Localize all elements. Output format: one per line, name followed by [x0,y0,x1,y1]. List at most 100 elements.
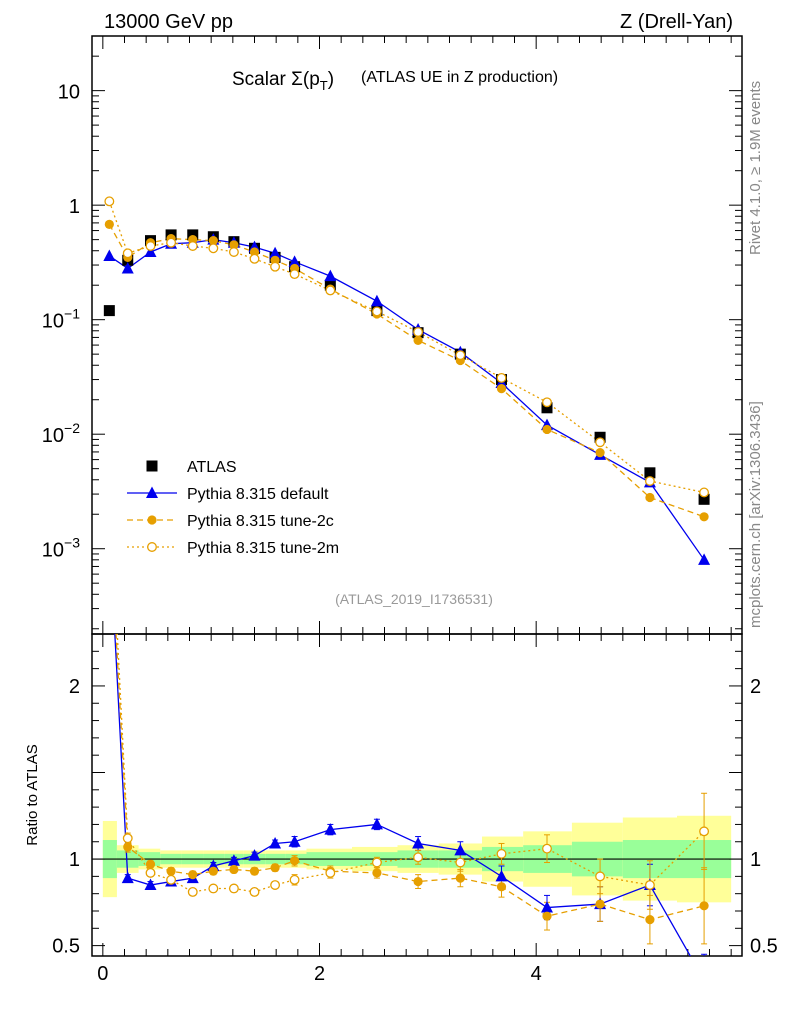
series-line-tune2m [108,201,705,494]
data-point-default [227,854,240,866]
data-point-tune2c [645,492,655,503]
data-point-tune2c [145,859,156,869]
data-point-default [144,245,157,257]
data-point-atlas [594,431,606,443]
data-point-tune2m [249,253,260,264]
y-tick-label: 10−1 [42,306,80,333]
data-point-tune2m [371,857,382,868]
legend-label-atlas: ATLAS [187,459,237,476]
data-point-tune2c [496,882,507,892]
data-point-tune2m [270,880,281,890]
data-point-default [370,294,383,307]
data-point-tune2c [645,915,655,925]
data-point-tune2c [413,335,423,345]
data-point-tune2m [595,437,606,448]
data-point-default [103,524,115,536]
data-point-atlas [644,467,656,479]
data-point-tune2m [289,269,300,280]
data-point-default [248,849,261,861]
data-point-tune2m [699,487,710,498]
data-point-tune2m [595,871,606,882]
data-point-tune2m [496,848,507,859]
data-point-tune2m [228,247,239,257]
title-sigma: Σ(p [291,69,320,90]
x-ticks: 0 2 4 [97,36,732,985]
data-point-tune2c [413,876,423,887]
data-point-tune2m [413,327,424,337]
header-right: Z (Drell-Yan) [620,11,733,33]
ratio-series [103,524,710,956]
data-point-default [698,553,711,565]
chart-title: Scalar Σ(pT) (ATLAS UE in Z production) [232,69,558,93]
data-point-tune2c [208,236,218,246]
data-point-default [454,843,467,856]
ratio-tick-label-right: 2 [750,676,761,698]
y-tick-base: 10 [42,311,64,333]
data-point-tune2m [371,306,382,317]
data-point-atlas [698,493,710,505]
y-tick-label: 1 [69,196,80,218]
data-point-tune2m [542,843,552,854]
data-point-tune2c [270,863,280,873]
data-point-tune2m [644,880,655,890]
data-point-tune2m [455,350,466,361]
data-point-tune2c [166,866,176,876]
data-point-tune2c [249,866,260,876]
data-point-tune2m [270,261,281,272]
ratio-panel: 0.5 0.5 1 1 2 2 0 2 4 [52,36,778,985]
data-point-tune2c [542,424,552,435]
legend-label-tune2m: Pythia 8.315 tune-2m [187,540,339,557]
data-point-default [103,249,116,261]
ratio-tick-label-left: 2 [69,676,80,698]
title-main: Scalar [232,69,291,90]
data-point-tune2m [699,826,710,837]
legend-label-tune2c: Pythia 8.315 tune-2c [187,513,334,530]
data-point-default [121,261,134,274]
data-point-tune2m [166,874,177,885]
x-tick-label: 0 [97,963,108,985]
title-rest: (ATLAS UE in Z production) [361,69,558,86]
data-point-atlas [103,305,115,317]
data-point-tune2c [104,219,114,229]
y-tick-exponent: −3 [64,535,80,551]
data-point-default [541,901,553,913]
header-left: 13000 GeV pp [104,11,233,33]
data-point-tune2c [595,448,605,458]
data-point-tune2c [699,512,709,522]
data-point-default [269,836,282,849]
data-point-atlas [187,229,199,241]
data-point-tune2c [208,866,218,876]
mcplots-label: mcplots.cern.ch [arXiv:1306.3436] [747,401,764,628]
upper-series [103,196,711,565]
y-tick-label: 10 [58,82,80,104]
data-point-tune2m [455,857,466,868]
y-tick-exponent: −2 [64,420,80,436]
legend: ATLAS Pythia 8.315 default Pythia 8.315 tu… [127,459,339,557]
title-close: ) [328,69,334,90]
data-point-default [288,835,301,847]
data-point-tune2m [249,886,260,897]
data-point-tune2m [413,852,424,863]
ratio-ylabel: Ratio to ATLAS [24,744,41,845]
data-point-tune2m [542,397,552,408]
data-point-tune2c [249,247,260,257]
y-tick-exponent: −1 [64,306,80,322]
data-point-default [144,878,157,891]
y-tick-base: 10 [42,425,64,447]
data-point-tune2m [208,243,219,254]
data-point-tune2m [145,241,156,251]
ratio-tick-label-right: 1 [750,849,761,871]
y-tick-label: 10−2 [42,420,80,447]
data-point-tune2c [595,899,605,909]
data-point-tune2m [145,867,156,878]
data-point-tune2c [188,870,198,880]
data-point-default [269,246,282,259]
rivet-version-label: Rivet 4.1.0, ≥ 1.9M events [747,81,764,255]
data-point-default [370,817,383,830]
ratio-tick-label-left: 0.5 [52,936,80,958]
data-point-tune2c [147,515,157,525]
data-point-tune2m [644,476,655,486]
